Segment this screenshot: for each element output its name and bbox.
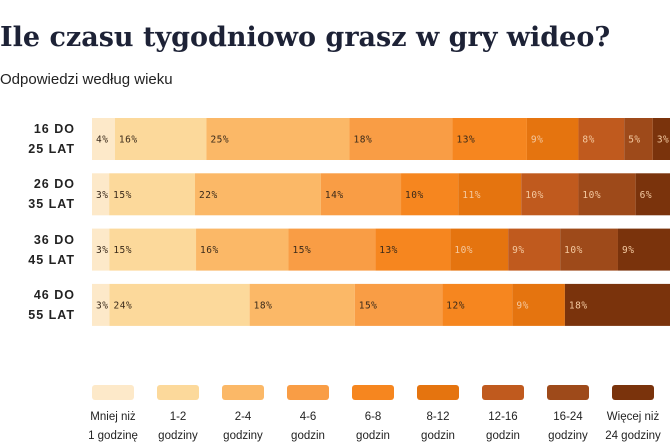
legend-label: 6-8 godzin — [356, 411, 390, 442]
value-label: 18% — [569, 300, 588, 311]
value-label: 9% — [516, 300, 528, 311]
value-label: 3% — [96, 300, 108, 311]
value-label: 10% — [582, 190, 601, 201]
legend-label: 16-24 godziny — [548, 411, 588, 442]
legend-swatch — [352, 385, 394, 400]
value-label: 8% — [582, 135, 594, 146]
bar-segment — [92, 283, 110, 326]
value-label: 15% — [359, 300, 378, 311]
bar-segment — [109, 283, 250, 326]
legend-swatch — [92, 385, 134, 400]
value-label: 3% — [657, 135, 669, 146]
bar-segment — [354, 283, 443, 326]
category-label: 16 DO 25 LAT — [28, 122, 75, 156]
legend-swatch — [482, 385, 524, 400]
value-label: 25% — [210, 135, 229, 146]
value-label: 9% — [531, 135, 543, 146]
bar-segment — [512, 283, 565, 326]
legend-label: 1-2 godziny — [158, 411, 198, 442]
value-label: 15% — [293, 245, 312, 256]
value-label: 10% — [454, 245, 473, 256]
value-label: 15% — [113, 245, 132, 256]
bar-segment — [450, 228, 509, 271]
category-label: 46 DO 55 LAT — [28, 287, 75, 322]
bar-segment — [109, 228, 197, 271]
value-label: 3% — [96, 190, 108, 201]
legend-swatch — [547, 385, 589, 400]
bar-segment — [114, 118, 207, 160]
legend-label: 4-6 godzin — [291, 411, 325, 442]
value-label: 16% — [200, 245, 219, 256]
chart-title: Ile czasu tygodniowo grasz w gry wideo? — [0, 22, 611, 53]
bar-segment — [452, 118, 527, 160]
bar-segment — [195, 173, 321, 216]
value-label: 15% — [113, 190, 132, 201]
legend-swatch — [222, 385, 264, 400]
legend-swatch — [417, 385, 459, 400]
category-label: 26 DO 35 LAT — [28, 177, 75, 212]
legend-swatch — [157, 385, 199, 400]
bar-segment — [109, 173, 196, 216]
bar-segment — [196, 228, 289, 271]
bar-segment — [458, 173, 522, 216]
value-label: 18% — [254, 300, 273, 311]
bar-segment — [92, 118, 115, 160]
legend-swatch — [287, 385, 329, 400]
value-label: 16% — [119, 135, 138, 146]
value-label: 24% — [114, 300, 133, 311]
bar-segment — [349, 118, 453, 160]
bar-segment — [624, 118, 653, 160]
bar-segment — [578, 118, 625, 160]
value-label: 12% — [446, 300, 465, 311]
bar-segment — [508, 228, 561, 271]
value-label: 11% — [462, 190, 481, 201]
bar-segment — [442, 283, 513, 326]
bar-segment — [578, 173, 636, 216]
value-label: 13% — [457, 135, 476, 146]
legend-label: Więcej niż 24 godziny — [605, 411, 661, 442]
value-label: 18% — [354, 135, 373, 146]
bar-segment — [375, 228, 451, 271]
bar-segment — [652, 118, 670, 160]
value-label: 10% — [525, 190, 544, 201]
legend-label: 8-12 godzin — [421, 411, 455, 442]
bar-segment — [92, 228, 110, 271]
legend-label: 2-4 godziny — [223, 411, 263, 442]
bar-segment — [401, 173, 459, 216]
bar-segment — [206, 118, 350, 160]
bar-segment — [564, 283, 670, 326]
value-label: 14% — [325, 190, 344, 201]
bar-segment — [288, 228, 376, 271]
value-label: 10% — [564, 245, 583, 256]
bar-segment — [526, 118, 579, 160]
value-label: 9% — [512, 245, 524, 256]
category-label: 36 DO 45 LAT — [28, 232, 75, 267]
bar-segment — [92, 173, 110, 216]
chart-subtitle: Odpowiedzi według wieku — [0, 71, 173, 88]
value-label: 22% — [199, 190, 218, 201]
bar-segment — [249, 283, 355, 326]
bar-segment — [617, 228, 670, 271]
value-label: 10% — [405, 190, 424, 201]
bar-segment — [635, 173, 670, 216]
value-label: 3% — [96, 245, 108, 256]
bar-segment — [560, 228, 618, 271]
bar-segment — [320, 173, 402, 216]
value-label: 13% — [379, 245, 398, 256]
value-label: 9% — [622, 245, 634, 256]
value-label: 6% — [640, 190, 652, 201]
value-label: 4% — [96, 135, 108, 146]
legend-label: 12-16 godzin — [486, 411, 520, 442]
legend-label: Mniej niż 1 godzinę — [88, 411, 138, 442]
legend-swatch — [612, 385, 654, 400]
value-label: 5% — [628, 135, 640, 146]
bar-segment — [521, 173, 579, 216]
